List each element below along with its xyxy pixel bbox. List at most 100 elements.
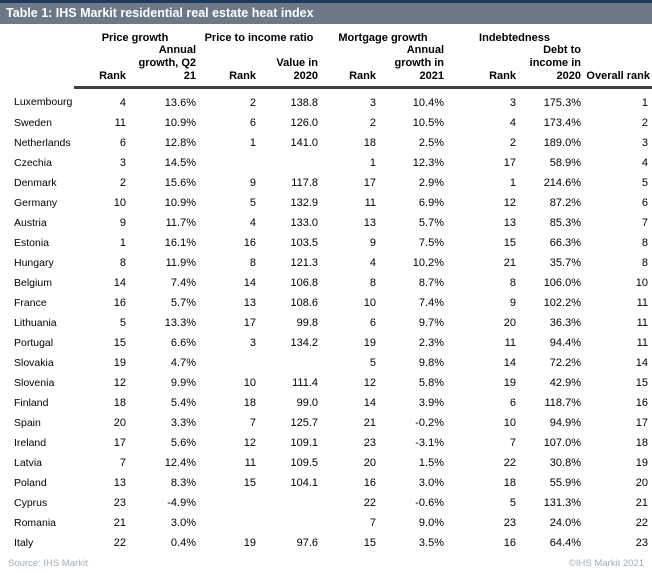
value-cell: 7.4% [418,297,444,309]
value-cell: 1 [249,137,256,149]
value-cell: 6 [369,317,376,329]
table-row: Finland 18 5.4% 18 99.0 14 3.9% 6 118.7% 16 [0,393,652,413]
value-cell: 19 [113,357,126,369]
value-cell [260,353,322,373]
value-cell: 7.5% [418,237,444,249]
value-cell: 8 [369,277,376,289]
value-cell: 12 [243,437,256,449]
country-cell: Finland [14,397,49,409]
value-cell: 19 [635,457,648,469]
value-cell: 10.5% [412,117,444,129]
value-cell: 87.2% [549,197,581,209]
value-cell: 20 [635,477,648,489]
country-cell: France [14,297,47,309]
value-cell: 13.3% [164,317,196,329]
value-cell: 99.0 [296,397,318,409]
value-cell: 99.8 [296,317,318,329]
value-cell: 134.2 [290,337,318,349]
value-cell: 7 [509,437,516,449]
value-cell: 175.3% [543,97,581,109]
value-cell: 8.7% [418,277,444,289]
value-cell: 23 [503,517,516,529]
value-cell: 13 [503,217,516,229]
table-row: Romania 21 3.0% 7 9.0% 23 24.0% 22 [0,513,652,533]
table-row: Portugal 15 6.6% 3 134.2 19 2.3% 11 94.4% 11 [0,333,652,353]
value-cell: 109.1 [290,437,318,449]
country-cell: Luxembourg [14,96,73,109]
value-cell: 72.2% [549,357,581,369]
value-cell: 21 [635,497,648,509]
source-note: Source: IHS Markit [8,558,88,569]
value-cell: 14 [243,277,256,289]
table-row: Italy 22 0.4% 19 97.6 15 3.5% 16 64.4% 23 [0,533,652,553]
value-cell: 12 [363,377,376,389]
country-cell: Netherlands [14,137,71,149]
value-cell: -3.1% [415,437,444,449]
value-cell: 10.9% [164,117,196,129]
value-cell: 14.5% [164,157,196,169]
value-cell: 102.2% [543,297,581,309]
value-cell: 4 [369,257,376,269]
value-cell: 17 [635,417,648,429]
value-cell: 2 [119,177,126,189]
value-cell: 15 [113,337,126,349]
value-cell: 4 [509,117,516,129]
country-cell: Austria [14,217,47,229]
value-cell: 19 [503,377,516,389]
value-cell: 141.0 [290,137,318,149]
group-price-growth: Price growth [101,32,169,44]
table-row: Czechia 3 14.5% 1 12.3% 17 58.9% 4 [0,153,652,173]
value-cell: 18 [113,397,126,409]
value-cell: 2 [641,117,648,129]
table-row: Hungary 8 11.9% 8 121.3 4 10.2% 21 35.7% 8 [0,253,652,273]
value-cell: 13 [243,297,256,309]
table-row: Spain 20 3.3% 7 125.7 21 -0.2% 10 94.9% 17 [0,413,652,433]
value-cell: 14 [363,397,376,409]
value-cell: 36.3% [549,317,581,329]
country-cell: Cyprus [14,497,48,509]
value-cell: 6 [641,197,648,209]
value-cell: 2 [249,97,256,109]
value-cell: 8 [509,277,516,289]
value-cell: 42.9% [549,377,581,389]
country-cell: Hungary [14,257,54,269]
group-overall-spacer [585,29,652,44]
country-cell: Latvia [14,457,43,469]
value-cell: 7 [119,457,126,469]
value-cell: 12 [503,197,516,209]
table-row: Sweden 11 10.9% 6 126.0 2 10.5% 4 173.4% 2 [0,113,652,133]
value-cell [200,153,260,173]
country-cell: Spain [14,417,41,429]
value-cell: 7 [369,517,376,529]
value-cell: 2.5% [418,137,444,149]
value-cell: 21 [363,417,376,429]
value-cell: 4.7% [170,357,196,369]
value-cell: 16 [113,297,126,309]
value-cell: 1 [369,157,376,169]
value-cell: 2.3% [418,337,444,349]
value-cell: 5 [509,497,516,509]
value-cell: 5.4% [170,397,196,409]
value-cell: 106.0% [543,277,581,289]
value-cell: 3.3% [170,417,196,429]
value-cell: 14 [503,357,516,369]
value-cell: 8 [641,237,648,249]
value-cell: 10 [363,297,376,309]
value-cell: 132.9 [290,197,318,209]
value-cell: 9 [509,297,516,309]
value-cell: 6 [249,117,256,129]
value-cell: 8.3% [170,477,196,489]
value-cell: 64.4% [549,537,581,549]
table-footer: Source: IHS Markit ©IHS Markit 2021 [0,558,652,569]
heat-index-table: Price growth Price to income ratio Mortg… [0,29,652,553]
value-cell: 66.3% [549,237,581,249]
value-cell: 6 [509,397,516,409]
country-column-header [0,44,74,88]
value-cell: 138.8 [290,97,318,109]
value-cell: 8 [641,257,648,269]
country-group-spacer [0,29,74,44]
value-cell: 13.6% [164,97,196,109]
group-indebtedness: Indebtedness [479,32,550,44]
value-cell: 10 [243,377,256,389]
value-cell: 6 [119,137,126,149]
